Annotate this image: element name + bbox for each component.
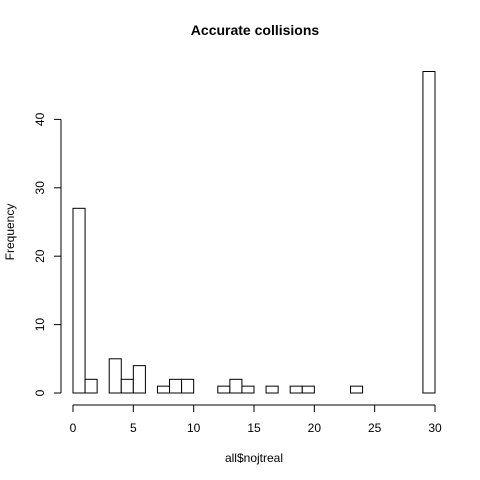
bars-group (72, 71, 436, 394)
x-tick-label-5: 5 (130, 421, 137, 435)
x-axis-label: all$nojtreal (225, 451, 283, 465)
histogram-bar-9-10 (181, 378, 195, 394)
x-tick-label-0: 0 (70, 421, 77, 435)
x-tick-label-30: 30 (428, 421, 442, 435)
y-tick-label-0: 0 (33, 389, 47, 396)
histogram-bar-19-20 (301, 385, 315, 394)
x-tick-label-25: 25 (368, 421, 382, 435)
y-axis-label: Frequency (3, 204, 17, 261)
histogram-bar-3-4 (108, 358, 122, 394)
histogram-bar-16-17 (265, 385, 279, 394)
chart-title: Accurate collisions (191, 22, 320, 38)
histogram-bar-29-30 (422, 71, 436, 394)
x-axis: 0 5 10 15 20 25 30 (70, 404, 442, 435)
histogram-bar-8-9 (169, 378, 183, 394)
histogram-bar-14-15 (241, 385, 255, 394)
histogram-bar-13-14 (229, 378, 243, 394)
y-tick-label-20: 20 (33, 249, 47, 263)
histogram-bar-0-1 (72, 207, 86, 394)
x-tick-label-15: 15 (247, 421, 261, 435)
histogram-bar-18-19 (289, 385, 303, 394)
histogram-bar-5-6 (132, 365, 146, 394)
histogram-bar-4-5 (120, 378, 134, 394)
x-tick-label-10: 10 (187, 421, 201, 435)
histogram-bar-1-2 (84, 378, 98, 394)
histogram-bar-12-13 (217, 385, 231, 394)
y-tick-label-40: 40 (33, 112, 47, 126)
histogram-bar-7-8 (156, 385, 171, 394)
y-axis: 0 10 20 30 40 (33, 112, 62, 396)
y-tick-label-10: 10 (33, 318, 47, 332)
x-tick-label-20: 20 (308, 421, 322, 435)
histogram-bar-23-24 (350, 385, 364, 394)
y-tick-label-30: 30 (33, 181, 47, 195)
